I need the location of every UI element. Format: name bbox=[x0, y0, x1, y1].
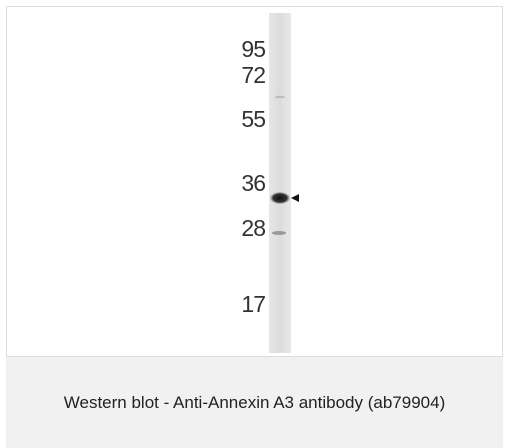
marker-label: 55 bbox=[241, 106, 265, 132]
marker-label: 28 bbox=[241, 215, 265, 241]
marker-label: 95 bbox=[241, 36, 265, 62]
marker-label: 36 bbox=[241, 170, 265, 196]
caption: Western blot - Anti-Annexin A3 antibody … bbox=[6, 356, 503, 448]
faint-band bbox=[272, 231, 286, 235]
arrow bbox=[291, 194, 299, 202]
page: 95 72 55 36 28 17 Western blot - Anti-An… bbox=[0, 0, 505, 448]
marker-label: 72 bbox=[241, 62, 265, 88]
lane bbox=[269, 13, 291, 353]
blot-image: 95 72 55 36 28 17 bbox=[7, 7, 502, 356]
band bbox=[270, 192, 290, 204]
marker-label: 17 bbox=[241, 291, 265, 317]
faint-band bbox=[275, 96, 285, 98]
figure: 95 72 55 36 28 17 bbox=[6, 6, 503, 356]
